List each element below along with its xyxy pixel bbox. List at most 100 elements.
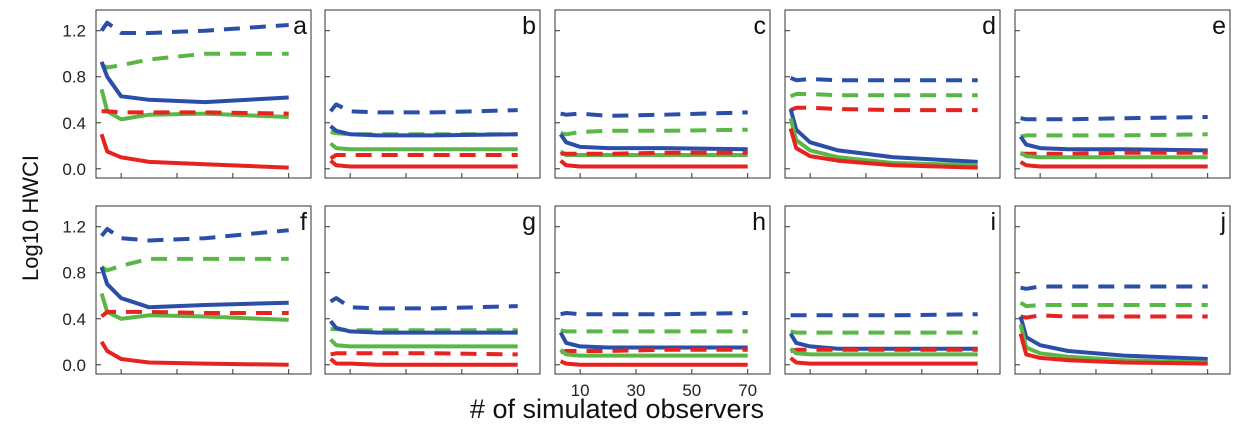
- series-green-dashed: [789, 92, 978, 99]
- series-red-solid: [99, 340, 289, 367]
- series-green-solid: [789, 347, 978, 357]
- series-red-solid: [329, 159, 518, 169]
- series-blue-dashed: [100, 227, 289, 243]
- series-group: [558, 110, 748, 169]
- series-green-dashed: [100, 256, 289, 273]
- panel-frame: [95, 205, 312, 375]
- panel-label: d: [982, 12, 996, 40]
- series-blue-dashed: [1020, 115, 1208, 122]
- series-green-solid: [559, 348, 748, 358]
- series-green-dashed: [100, 51, 289, 70]
- series-green-solid: [329, 338, 518, 349]
- panel-label: c: [754, 12, 767, 40]
- series-blue-dashed: [560, 311, 748, 317]
- panel-frame: [324, 205, 541, 375]
- panel-a: 0.0 0.4 0.8 1.2 a: [62, 9, 312, 179]
- panel-label: h: [752, 208, 766, 236]
- series-red-dashed: [329, 153, 518, 161]
- series-red-dashed: [560, 347, 748, 355]
- panel-frame: [95, 9, 312, 179]
- series-blue-solid: [558, 331, 748, 350]
- x-tick-label: 50: [682, 381, 701, 400]
- series-group: [558, 311, 748, 367]
- series-red-solid: [788, 127, 978, 170]
- panel-f: 0.0 0.4 0.8 1.2 f: [62, 205, 312, 375]
- series-group: [788, 76, 978, 170]
- series-blue-solid: [99, 61, 289, 105]
- series-group: [788, 312, 978, 366]
- panel-frame: [1014, 205, 1231, 375]
- series-group: [329, 102, 518, 169]
- series-blue-solid: [329, 319, 518, 335]
- series-green-solid: [1019, 150, 1208, 160]
- series-red-solid: [559, 359, 748, 367]
- series-red-solid: [789, 356, 978, 366]
- series-blue-dashed: [789, 76, 978, 83]
- series-green-solid: [788, 117, 978, 168]
- panel-label: a: [293, 12, 307, 40]
- y-tick-label: 0.8: [62, 68, 86, 87]
- series-blue-solid: [1018, 315, 1208, 361]
- panel-g: g: [324, 205, 541, 375]
- series-red-solid: [559, 159, 748, 169]
- x-tick-label: 30: [627, 381, 646, 400]
- panel-label: f: [300, 208, 307, 236]
- series-blue-dashed: [560, 110, 748, 118]
- series-red-solid: [1018, 333, 1208, 366]
- series-green-solid: [329, 141, 518, 152]
- y-tick-label: 0.0: [62, 160, 86, 179]
- y-axis-label: Log10 HWCI: [18, 155, 43, 281]
- series-green-dashed: [560, 328, 748, 334]
- series-red-solid: [1019, 160, 1208, 169]
- series-blue-solid: [99, 266, 289, 310]
- panels: 0.0 0.4 0.8 1.2 a b c d e 0.0 0.4 0.8 1.2 f g 10 30 50 70 h…: [62, 9, 1231, 400]
- panel-i: i: [784, 205, 1001, 375]
- series-green-dashed: [560, 127, 748, 137]
- panel-frame: [1014, 9, 1231, 179]
- series-green-dashed: [1019, 300, 1208, 309]
- y-tick-label: 0.4: [62, 114, 86, 133]
- series-red-dashed: [101, 109, 289, 116]
- series-red-solid: [329, 357, 518, 367]
- panel-label: e: [1212, 12, 1226, 40]
- series-green-dashed: [1020, 132, 1208, 139]
- panel-label: g: [522, 208, 536, 236]
- series-blue-solid: [788, 108, 978, 164]
- series-blue-solid: [788, 332, 978, 351]
- panel-frame: [784, 205, 1001, 375]
- panel-c: c: [554, 9, 771, 179]
- series-green-dashed: [790, 329, 978, 335]
- panel-j: j: [1014, 205, 1231, 375]
- series-red-dashed: [1020, 313, 1208, 320]
- series-blue-solid: [329, 124, 518, 138]
- series-group: [1018, 115, 1208, 169]
- series-red-dashed: [100, 309, 289, 319]
- series-group: [1018, 284, 1208, 366]
- series-red-dashed: [789, 105, 978, 113]
- y-tick-label: 0.4: [62, 310, 86, 329]
- series-red-dashed: [560, 150, 748, 156]
- panel-label: b: [522, 12, 536, 40]
- panel-label: j: [1219, 208, 1226, 236]
- y-tick-label: 0.8: [62, 264, 86, 283]
- series-blue-dashed: [99, 20, 289, 35]
- series-blue-dashed: [790, 312, 978, 318]
- panel-b: b: [324, 9, 541, 179]
- series-group: [99, 227, 289, 367]
- panel-label: i: [990, 208, 996, 236]
- series-green-solid: [99, 292, 289, 322]
- series-red-dashed: [1020, 150, 1208, 156]
- series-red-dashed: [790, 347, 978, 353]
- panel-frame: [324, 9, 541, 179]
- series-blue-dashed: [1020, 284, 1208, 291]
- series-blue-dashed: [329, 296, 518, 311]
- panel-h: 10 30 50 70 h: [554, 205, 771, 400]
- panel-e: e: [1014, 9, 1231, 179]
- panel-frame: [784, 9, 1001, 179]
- panel-frame: [554, 9, 771, 179]
- series-red-dashed: [330, 351, 518, 357]
- y-tick-label: 1.2: [62, 218, 86, 237]
- y-tick-label: 0.0: [62, 356, 86, 375]
- x-axis-label: # of simulated observers: [470, 394, 764, 424]
